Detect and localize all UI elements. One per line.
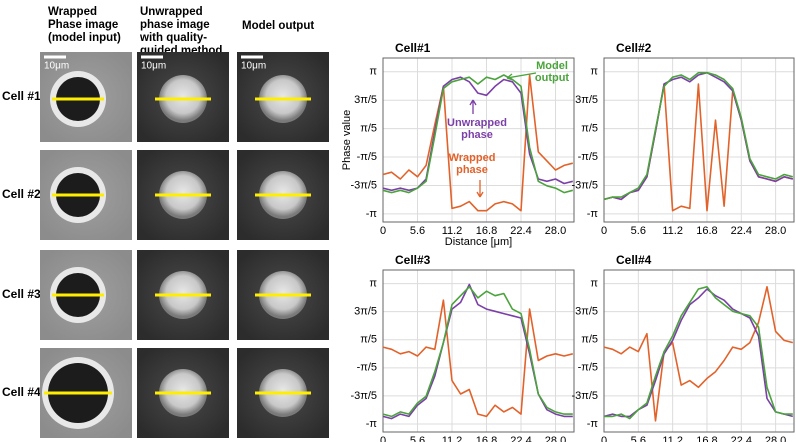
x-axis-label: Distance [μm] <box>445 236 512 248</box>
x-tick-label: 22.4 <box>731 225 752 237</box>
y-tick-label: -3π/5 <box>571 179 598 191</box>
column-header: with quality- <box>139 32 207 44</box>
series-line <box>382 299 573 418</box>
x-tick-label: 5.6 <box>410 225 425 237</box>
series-line <box>382 74 574 194</box>
y-axis-label: Phase value <box>341 110 353 171</box>
series-line <box>603 71 794 201</box>
x-tick-label: 22.4 <box>731 435 752 442</box>
row-label: Cell #3 <box>2 287 41 301</box>
x-tick-label: 16.8 <box>696 225 717 237</box>
annotation: phase <box>456 164 488 176</box>
x-tick-label: 0 <box>380 225 386 237</box>
column-header: Model output <box>242 20 314 32</box>
y-tick-label: π <box>590 278 598 290</box>
x-tick-label: 11.2 <box>662 225 683 237</box>
annotation: output <box>535 72 570 84</box>
y-tick-label: 3π/5 <box>575 306 598 318</box>
y-tick-label: π <box>369 278 377 290</box>
plot-frame <box>382 269 575 433</box>
x-tick-label: 11.2 <box>662 435 683 442</box>
scale-bar-label: 10μm <box>241 61 266 72</box>
scale-bar-label: 10μm <box>141 61 166 72</box>
y-tick-label: -π/5 <box>578 151 598 163</box>
x-tick-label: 0 <box>601 225 607 237</box>
y-tick-label: π/5 <box>360 334 377 346</box>
y-tick-label: -π/5 <box>578 362 598 374</box>
chart-title: Cell#4 <box>616 253 652 267</box>
annotation-arrow <box>476 180 484 198</box>
x-tick-label: 28.0 <box>765 435 786 442</box>
annotation-arrow <box>469 99 477 114</box>
x-tick-label: 28.0 <box>545 225 566 237</box>
x-tick-label: 16.8 <box>696 435 717 442</box>
chart-title: Cell#3 <box>395 253 431 267</box>
series-line <box>603 286 793 422</box>
series-line <box>603 71 793 201</box>
series-line <box>604 286 793 420</box>
chart-title: Cell#1 <box>395 41 431 55</box>
chart-title: Cell#2 <box>616 41 652 55</box>
x-tick-label: 0 <box>380 435 386 442</box>
annotation-arrow <box>506 72 537 81</box>
x-tick-label: 16.8 <box>476 435 497 442</box>
series-line <box>382 74 573 212</box>
x-tick-label: 5.6 <box>410 435 425 442</box>
plot-frame <box>382 57 575 223</box>
y-tick-label: -π <box>587 418 599 430</box>
scale-bar-label: 10μm <box>44 61 69 72</box>
x-tick-label: 5.6 <box>631 225 646 237</box>
y-tick-label: π <box>369 66 377 78</box>
column-header: Phase image <box>48 19 118 31</box>
x-tick-label: 5.6 <box>631 435 646 442</box>
row-label: Cell #1 <box>2 89 41 103</box>
y-tick-label: -π <box>366 208 378 220</box>
y-tick-label: -π/5 <box>357 151 377 163</box>
x-tick-label: 22.4 <box>510 435 531 442</box>
y-tick-label: π/5 <box>360 123 377 135</box>
x-tick-label: 11.2 <box>442 225 463 237</box>
column-header: phase image <box>140 19 210 31</box>
annotation: Model <box>536 60 568 72</box>
y-tick-label: -π <box>366 418 378 430</box>
series-line <box>382 283 573 420</box>
row-label: Cell #2 <box>2 187 41 201</box>
series-line <box>603 288 794 418</box>
y-tick-label: -3π/5 <box>571 390 598 402</box>
column-header: Wrapped <box>48 6 97 18</box>
y-tick-label: π/5 <box>581 334 598 346</box>
column-header: (model input) <box>48 32 121 44</box>
plot-frame <box>603 269 795 433</box>
x-tick-label: 11.2 <box>442 435 463 442</box>
y-tick-label: π <box>590 66 598 78</box>
x-tick-label: 0 <box>601 435 607 442</box>
y-tick-label: 3π/5 <box>354 306 377 318</box>
y-tick-label: -3π/5 <box>350 179 377 191</box>
y-tick-label: -π <box>587 208 599 220</box>
annotation: Unwrapped <box>447 117 507 129</box>
y-tick-label: 3π/5 <box>575 94 598 106</box>
y-tick-label: 3π/5 <box>354 94 377 106</box>
x-tick-label: 16.8 <box>476 225 497 237</box>
x-tick-label: 28.0 <box>765 225 786 237</box>
annotation: Wrapped <box>449 152 496 164</box>
plot-frame <box>603 57 795 223</box>
annotation: phase <box>461 129 493 141</box>
y-tick-label: π/5 <box>581 123 598 135</box>
x-tick-label: 22.4 <box>510 225 531 237</box>
y-tick-label: -3π/5 <box>350 390 377 402</box>
series-line <box>382 286 573 418</box>
x-tick-label: 28.0 <box>545 435 566 442</box>
row-label: Cell #4 <box>2 385 41 399</box>
y-tick-label: -π/5 <box>357 362 377 374</box>
column-header: Unwrapped <box>140 6 203 18</box>
